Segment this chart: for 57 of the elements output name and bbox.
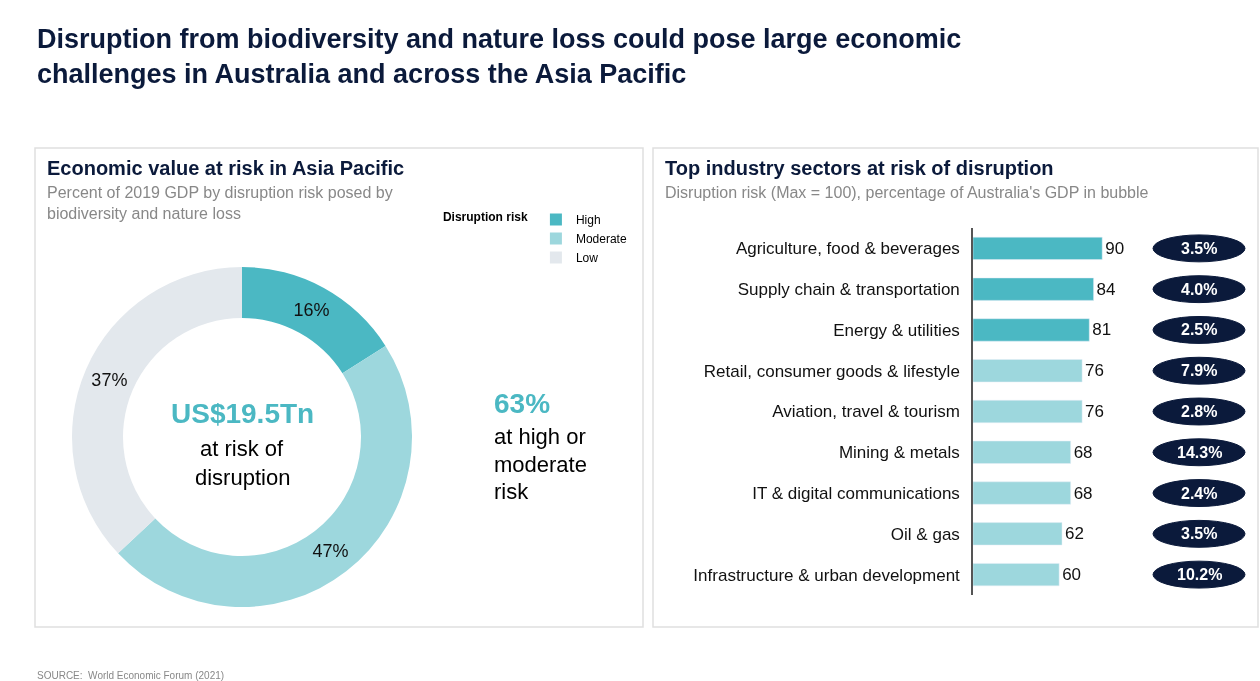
text: 7.9%	[1181, 362, 1218, 379]
data-label: 60	[1062, 565, 1082, 585]
y-tick-label: Energy & utilities	[833, 320, 960, 340]
bar	[973, 359, 1083, 383]
source-note: SOURCE: World Economic Forum (2021)	[37, 670, 225, 681]
bar	[973, 563, 1060, 587]
data-label: 76	[1085, 361, 1105, 381]
y-tick-label: Oil & gas	[890, 524, 960, 544]
data-label: 76	[1085, 402, 1105, 421]
legend-label: Moderate	[575, 232, 627, 247]
legend-label: High	[575, 213, 601, 228]
text: at high or	[494, 424, 586, 449]
text: 2.5%	[1181, 321, 1218, 338]
text: 3.5%	[1181, 240, 1218, 257]
text: 14.3%	[1177, 444, 1223, 461]
bar	[973, 318, 1090, 342]
y-tick-label: Retail, consumer goods & lifestyle	[703, 361, 960, 381]
data-label: 16%	[293, 300, 330, 321]
text: at risk of	[200, 436, 285, 461]
y-tick-label: Infrastructure & urban development	[693, 565, 961, 585]
bar	[973, 481, 1071, 505]
text: risk	[494, 479, 530, 504]
bar	[973, 440, 1071, 464]
chart-title: Economic value at risk in Asia Pacific	[47, 157, 405, 179]
text: moderate	[494, 452, 587, 477]
y-tick-label: Supply chain & transportation	[737, 280, 960, 300]
text: disruption	[195, 465, 291, 490]
text: 63%	[494, 388, 551, 419]
legend-title: Disruption risk	[442, 209, 528, 224]
data-label: 90	[1105, 238, 1125, 258]
text: 4.0%	[1181, 281, 1218, 298]
data-label: 81	[1092, 320, 1112, 340]
text: 2.8%	[1181, 403, 1218, 420]
y-tick-label: Aviation, travel & tourism	[772, 402, 960, 422]
chart-subtitle: Percent of 2019 GDP by disruption risk posed by biodiversity and nature loss	[47, 184, 393, 222]
y-tick-label: Mining & metals	[838, 443, 960, 463]
chart-title: Top industry sectors at risk of disruption	[665, 157, 1054, 179]
data-label: 68	[1073, 442, 1093, 462]
y-tick-label: IT & digital communications	[752, 484, 960, 504]
data-label: 47%	[312, 541, 349, 562]
text: 3.5%	[1181, 525, 1218, 542]
text: US$19.5Tn	[171, 398, 315, 429]
bar	[973, 400, 1083, 423]
text: 10.2%	[1177, 566, 1223, 583]
donut-slice	[242, 267, 386, 374]
data-label: 68	[1073, 483, 1093, 503]
y-tick-label: Agriculture, food & beverages	[735, 239, 960, 259]
data-label: 62	[1065, 524, 1084, 544]
data-label: 84	[1096, 279, 1116, 299]
legend-label: Low	[575, 251, 599, 266]
chart-subtitle: Disruption risk (Max = 100), percentage of Australia's GDP in bubble	[665, 184, 1149, 201]
text: 2.4%	[1181, 485, 1218, 502]
data-label: 37%	[91, 369, 128, 390]
bar	[973, 277, 1094, 301]
bar	[973, 236, 1103, 260]
text: Disruption from biodiversity and nature loss could pose large economic challenges in Australia and across the Asia Pacific	[37, 24, 962, 90]
bar	[973, 522, 1063, 546]
